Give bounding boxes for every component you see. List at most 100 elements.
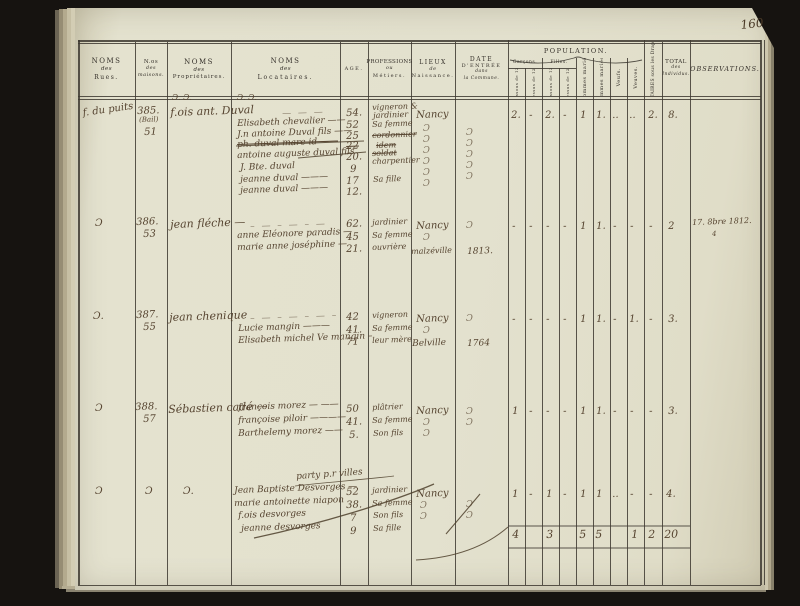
profession: plâtrier [371,401,403,412]
ditto-mark: Ɔ [423,233,430,243]
table-rule-vertical [644,40,646,585]
pop-value: - [546,220,550,232]
page-edge-left [67,8,71,590]
pop-value: - [649,488,653,500]
table-rule-vertical [763,40,765,585]
ditto-mark: Ɔ Ɔ Ɔ Ɔ Ɔ [466,128,473,182]
profession: Sa femme [371,229,413,240]
table-rule-vertical [593,58,594,585]
profession: jardinier [371,216,408,227]
page-edge-right [771,8,774,590]
profession: cordonnier [371,129,417,140]
table-rule-vertical [576,58,577,585]
pop-value: 1. [596,109,606,121]
ditto-mark: Ɔ [423,326,430,336]
entry-date: 1813. [466,246,494,257]
column-total: 3 [545,527,554,541]
subheader-garcons-plus-12: au-dessus de 12 ans. [531,68,536,96]
page-number: 160 [739,15,765,32]
entry-date: 1764 [466,338,491,349]
age-value: 22 [346,140,360,152]
profession: vigneron [371,309,409,320]
pop-value: - [613,313,617,325]
pop-value: 1 [580,488,587,500]
table-rule-vertical [627,58,628,585]
header-line: ou [385,65,394,72]
birthplace: Nancy [416,487,449,500]
table-rule-vertical [508,40,510,585]
page-edge-left [63,9,67,589]
table-rule-horizontal [78,585,761,586]
age-value: 41. [346,324,363,336]
profession: Sa fille [372,174,402,184]
pop-value: .. [629,109,636,121]
column-header-age: AGE. [340,44,368,94]
column-total: 5 [594,527,603,541]
column-header-maisons: N.os des maisons. [135,44,167,94]
pop-value: - [529,488,533,500]
ditto-mark: Ɔ Ɔ [466,407,473,428]
column-total: 20 [663,527,679,541]
ditto-mark: Ɔ [145,486,153,497]
header-line: LIEUX [419,58,447,66]
total-value: 3. [668,313,678,325]
header-line: POPULATION. [543,46,609,55]
pop-value: - [649,405,653,417]
age-value: 5. [349,429,359,441]
ditto-mark: Ɔ. Ɔ. [172,93,192,102]
profession: Sa femme [371,118,413,129]
pop-value: 1 [512,405,519,417]
house-number: 55 [143,321,157,333]
pop-value: - [529,109,533,121]
header-line: des [671,65,681,71]
column-header-proprietaires: NOMS des Propriétaires. [167,44,231,94]
header-line: la Commune. [463,75,500,81]
header-line: TOTAL [665,59,687,66]
house-number-note: (Bail) [138,115,159,124]
table-rule-vertical [340,42,341,585]
header-line: NOMS [91,57,122,66]
pop-value: .. [612,109,619,121]
column-header-lieux: LIEUX de Naissance. [411,44,455,94]
column-total: 4 [511,527,520,541]
table-rule-vertical [610,58,611,585]
pop-value: - [630,220,634,232]
pop-value: - [563,405,567,417]
ditto-mark: Ɔ [95,218,103,229]
subheader-femmes-mariees: Femmes mariées. [598,58,605,96]
subheader-filles-moins-12: au-dessous de 12 ans. [548,68,553,96]
column-header-professions: PROFESSIONS ou Métiers. [366,44,412,94]
column-total: 5 [578,527,587,541]
age-value: 41. [346,416,363,428]
table-rule-vertical [662,42,663,585]
header-line: OBSERVATIONS. [690,65,760,73]
subheader-garcons-moins-12: au-dessous de 12 ans. [514,68,519,96]
total-value: 8. [668,109,678,121]
ditto-mark: Ɔ [95,486,103,497]
age-value: 45 [346,231,360,243]
ditto-mark: Ɔ [466,314,473,324]
column-header-rues: NOMS des Rues. [78,44,135,94]
table-rule-vertical [542,58,543,585]
house-number: 51 [144,126,158,138]
ditto-mark: Ɔ Ɔ [423,418,430,439]
profession: jardinier [371,484,408,495]
pop-value: 1 [580,220,587,232]
age-value: 20. [346,151,363,163]
table-rule-vertical [135,42,136,585]
table-rule-horizontal [78,43,761,44]
pop-value: 1. [596,405,606,417]
table-rule-vertical [690,40,692,585]
column-total: 1 [630,527,639,541]
table-rule-vertical [760,40,762,585]
table-rule-vertical [559,68,560,585]
ditto-mark: Ɔ. [183,486,194,497]
header-line: N.os [143,58,159,65]
subheader-filles-plus-12: au-dessus de 12 ans. [565,68,570,96]
pop-value: - [529,220,533,232]
house-number: 388. [135,401,158,413]
pop-value: - [546,313,550,325]
table-rule-horizontal [508,68,576,69]
age-value: 52 [346,486,360,498]
profession: charpentier [371,155,420,166]
